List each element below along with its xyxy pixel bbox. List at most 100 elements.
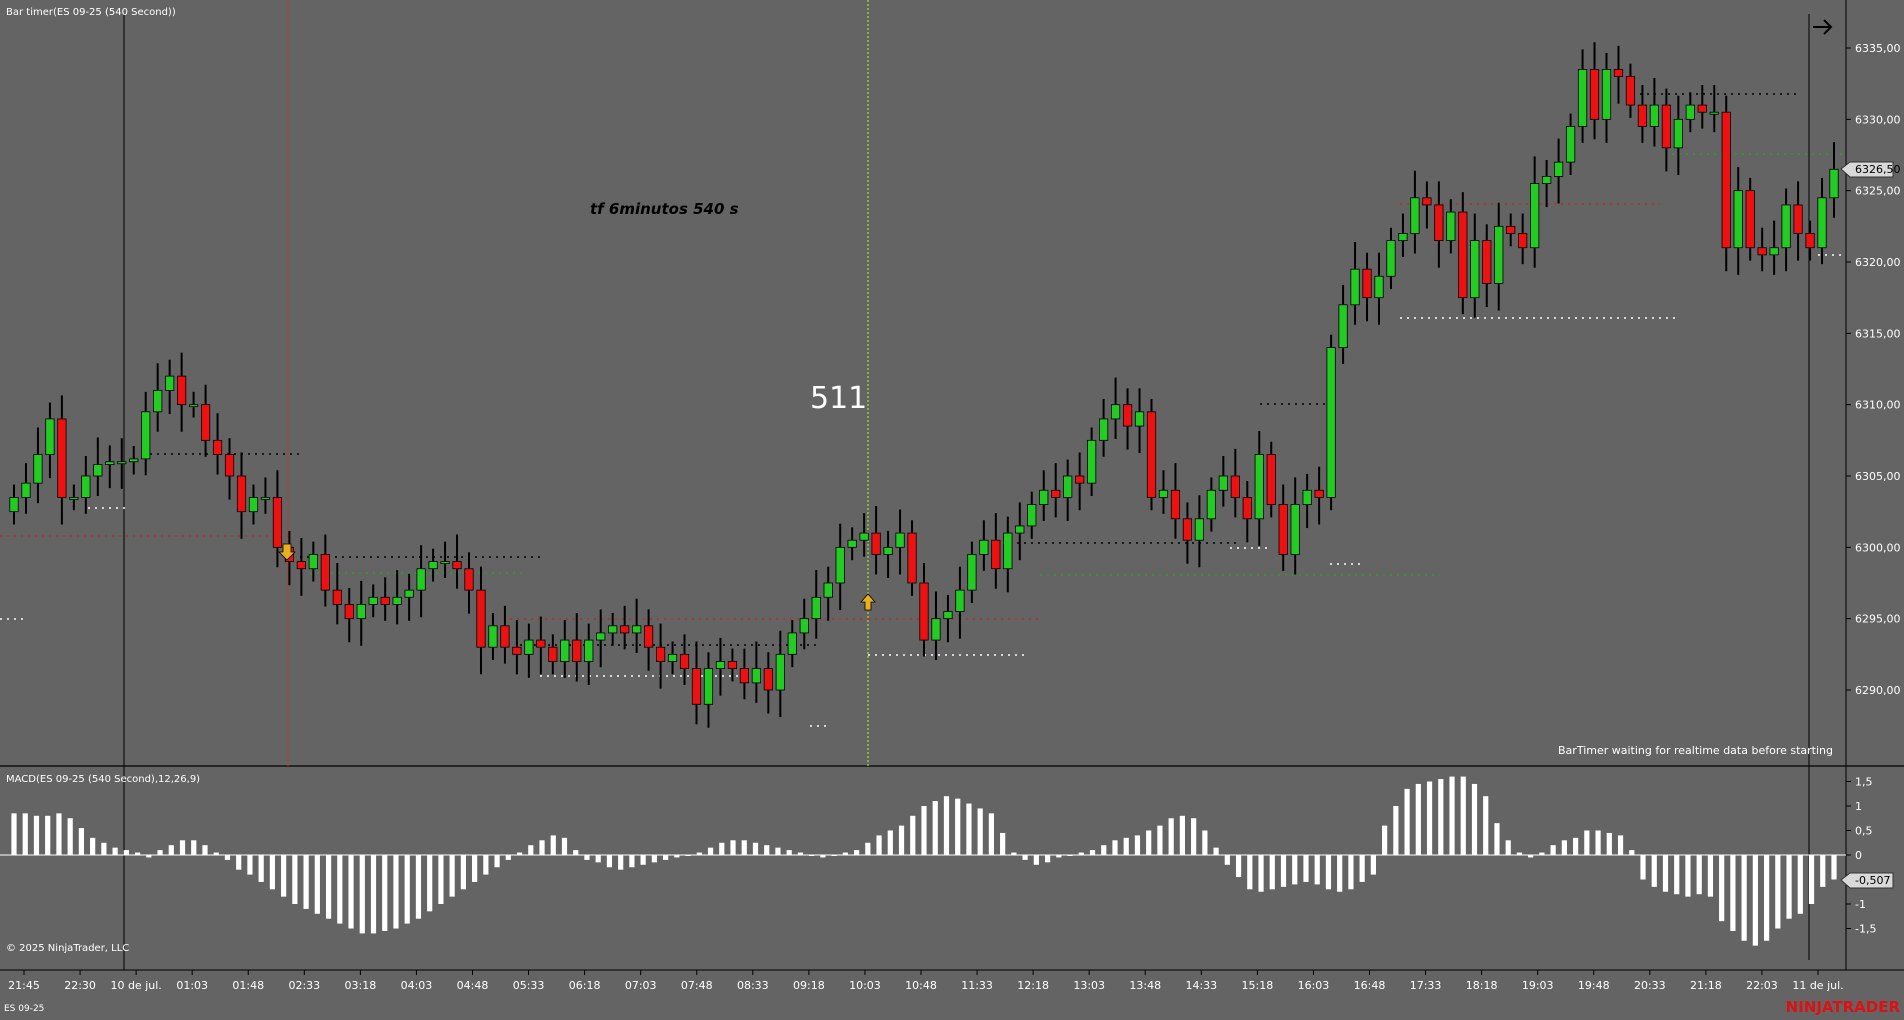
candle-body xyxy=(224,454,235,477)
price-tick-label: 6325,00 xyxy=(1855,185,1901,198)
candle-body xyxy=(81,475,91,498)
candle-body xyxy=(632,625,642,634)
candle-body xyxy=(1542,175,1552,184)
candle-body xyxy=(1745,190,1755,249)
time-tick-label: 05:33 xyxy=(513,979,545,992)
candle-body xyxy=(236,475,247,513)
time-tick-label: 16:48 xyxy=(1354,979,1386,992)
candle-body xyxy=(320,554,330,591)
candle-body xyxy=(1733,190,1743,249)
macd-title: MACD(ES 09-25 (540 Second),12,26,9) xyxy=(6,774,200,785)
macd-bar xyxy=(179,840,186,855)
macd-bar xyxy=(1651,855,1657,887)
candle-body xyxy=(584,639,594,662)
macd-bar xyxy=(1325,855,1332,890)
macd-bar xyxy=(393,855,399,929)
candle-body xyxy=(1314,489,1324,498)
candle-body xyxy=(739,668,749,684)
macd-bar xyxy=(1123,837,1129,855)
macd-bar xyxy=(898,825,905,855)
candle-body xyxy=(1601,69,1612,120)
candle-body xyxy=(1637,104,1648,127)
candle-body xyxy=(21,482,31,498)
candle-body xyxy=(655,646,666,662)
macd-bar xyxy=(1168,818,1174,855)
time-tick-label: 10:03 xyxy=(849,979,881,992)
candle-body xyxy=(1218,475,1228,491)
candle-body xyxy=(141,411,151,460)
macd-bar xyxy=(1674,855,1680,895)
candle-body xyxy=(332,589,342,605)
macd-bar xyxy=(11,813,17,855)
time-tick-label: 03:18 xyxy=(345,979,377,992)
macd-bar xyxy=(236,855,242,870)
macd-bar xyxy=(1146,830,1152,855)
candle-body xyxy=(1793,204,1803,234)
candle-body xyxy=(1817,197,1827,249)
candle-body xyxy=(1075,475,1085,484)
price-tick-label: 6300,00 xyxy=(1855,541,1901,554)
candle-body xyxy=(620,625,630,634)
time-tick-label: 07:48 xyxy=(681,979,713,992)
candle-body xyxy=(33,454,43,484)
time-tick-label: 10:48 xyxy=(905,979,937,992)
candle-body xyxy=(931,618,941,641)
candle-body xyxy=(1027,504,1037,527)
candle-body xyxy=(679,653,690,669)
macd-bar xyxy=(1213,847,1219,855)
candle-body xyxy=(644,625,654,648)
bar-countdown: 511 xyxy=(810,381,867,416)
candle-body xyxy=(1829,168,1839,199)
macd-bar xyxy=(1112,840,1118,855)
status-message: BarTimer waiting for realtime data befor… xyxy=(1558,744,1833,757)
price-tick-label: 6305,00 xyxy=(1855,470,1901,483)
macd-bar xyxy=(22,813,28,855)
time-tick-label: 22:30 xyxy=(64,979,96,992)
last-price-marker xyxy=(1840,161,1894,178)
candle-body xyxy=(1709,111,1719,115)
macd-bar xyxy=(977,808,983,855)
macd-bar xyxy=(1134,835,1141,855)
macd-bar xyxy=(1089,850,1096,855)
macd-bar xyxy=(258,855,264,882)
candle-body xyxy=(177,375,187,406)
macd-bar xyxy=(1662,855,1669,892)
macd-tick-label: 0,5 xyxy=(1855,825,1873,838)
macd-bar xyxy=(1382,825,1388,855)
macd-bar xyxy=(1393,806,1399,855)
chart-title: Bar timer(ES 09-25 (540 Second)) xyxy=(6,7,176,18)
candle-body xyxy=(1206,489,1216,520)
macd-bar xyxy=(1483,796,1489,855)
candle-body xyxy=(871,532,881,555)
candle-body xyxy=(1565,126,1576,163)
candle-body xyxy=(1362,268,1372,299)
macd-bar xyxy=(1617,835,1624,855)
time-tick-label: 12:18 xyxy=(1017,979,1049,992)
macd-tick-label: -1,5 xyxy=(1855,923,1876,936)
macd-bar xyxy=(415,855,422,919)
candle-body xyxy=(955,589,965,612)
candle-body xyxy=(1757,247,1767,256)
macd-bar xyxy=(157,850,163,855)
candle-body xyxy=(488,625,498,648)
macd-bar xyxy=(876,835,882,855)
macd-bar xyxy=(696,852,702,855)
macd-bar xyxy=(663,855,669,860)
macd-bar xyxy=(1426,781,1433,855)
macd-bar xyxy=(1404,788,1410,855)
candle-body xyxy=(9,496,19,513)
time-tick-label: 19:03 xyxy=(1522,979,1554,992)
candle-body xyxy=(1577,69,1588,127)
macd-bar xyxy=(595,855,601,863)
macd-bar xyxy=(213,852,219,855)
macd-bar xyxy=(719,842,725,855)
arrow-right-icon[interactable] xyxy=(1809,16,1837,38)
price-tick-label: 6290,00 xyxy=(1855,684,1901,697)
candle-body xyxy=(536,639,546,648)
candle-body xyxy=(727,661,738,670)
candle-body xyxy=(1051,489,1061,498)
macd-bar xyxy=(853,850,860,855)
macd-bar xyxy=(1831,855,1837,880)
macd-bar xyxy=(1820,855,1826,887)
